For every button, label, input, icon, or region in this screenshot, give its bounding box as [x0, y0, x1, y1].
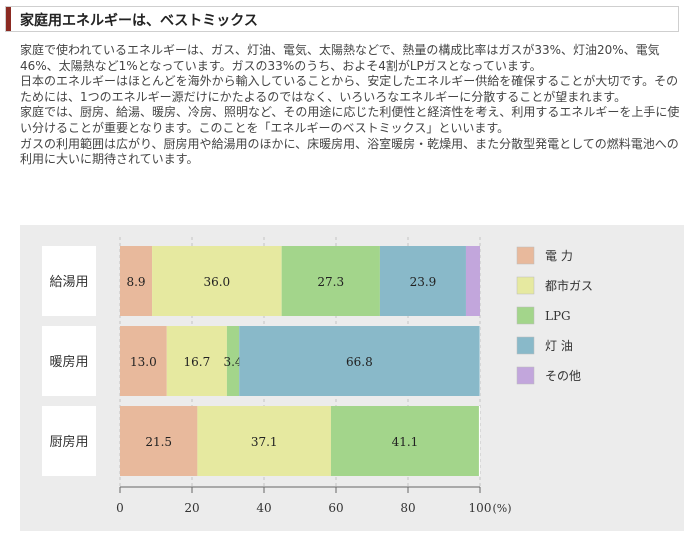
chart-panel: 給湯用 8.9 36.0 27.3 23.9 暖房用 13.0 16.7 3.4 66.8 厨房用 2… [20, 225, 684, 531]
data-label: 23.9 [410, 275, 437, 289]
data-label: 27.3 [317, 275, 344, 289]
category-label: 厨房用 [49, 434, 88, 450]
data-label: 21.5 [145, 435, 172, 449]
category-label: 給湯用 [49, 275, 88, 290]
paragraph: 家庭では、厨房、給湯、暖房、冷房、照明など、その用途に応じた利便性と経済性を考え… [20, 105, 680, 135]
bar-segment [120, 326, 167, 396]
x-tick-label: 80 [400, 501, 415, 515]
bar-segment [281, 246, 380, 316]
body-text: 家庭で使われているエネルギーは、ガス、灯油、電気、太陽熱などで、熱量の構成比率は… [20, 43, 680, 168]
x-tick-label: 60 [328, 501, 343, 515]
bar-segment [465, 246, 480, 316]
x-tick-label: 100 [469, 501, 492, 515]
bar-segment [120, 406, 198, 476]
paragraph: ガスの利用範囲は広がり、厨房用や給湯用のほかに、床暖房用、浴室暖房・乾燥用、また… [20, 136, 679, 167]
data-label: 13.0 [130, 355, 157, 369]
bar-segment [226, 326, 240, 396]
data-label: 36.0 [203, 275, 230, 289]
data-label: 16.7 [184, 355, 211, 369]
bar-segment [239, 326, 480, 396]
legend-swatch [516, 276, 535, 295]
data-label: 8.9 [126, 275, 145, 289]
category-label-box [42, 406, 96, 476]
legend-label: LPG [545, 309, 571, 323]
x-axis-unit: (%) [492, 502, 511, 515]
heading-accent-bar [6, 7, 11, 31]
paragraph: 家庭で使われているエネルギーは、ガス、灯油、電気、太陽熱などで、熱量の構成比率は… [20, 43, 660, 73]
x-tick-label: 0 [116, 501, 124, 515]
legend-swatch [516, 246, 535, 265]
energy-usage-chart: 給湯用 8.9 36.0 27.3 23.9 暖房用 13.0 16.7 3.4 66.8 厨房用 2… [42, 237, 593, 515]
x-tick-label: 20 [184, 501, 199, 515]
bar-segment [152, 246, 282, 316]
legend-swatch [516, 366, 535, 385]
category-label: 暖房用 [49, 354, 88, 370]
bar-segment [120, 246, 153, 316]
paragraph: 日本のエネルギーはほとんどを海外から輸入していることから、安定したエネルギー供給… [20, 74, 679, 104]
legend-swatch [516, 306, 535, 325]
legend-label: 灯 油 [545, 339, 573, 353]
data-label: 66.8 [346, 355, 373, 369]
data-label: 37.1 [251, 435, 278, 449]
bar-segment [379, 246, 466, 316]
legend-swatch [516, 336, 535, 355]
category-label-box [42, 326, 96, 396]
bar-segment [197, 406, 331, 476]
x-tick-label: 40 [256, 501, 271, 515]
legend-label: 都市ガス [545, 278, 593, 293]
category-label-box [42, 246, 96, 316]
bar-segment [166, 326, 227, 396]
data-label: 41.1 [392, 435, 419, 449]
legend-label: 電 力 [545, 249, 573, 263]
page-title: 家庭用エネルギーは、ベストミックス [20, 13, 258, 29]
section-heading: 家庭用エネルギーは、ベストミックス [5, 6, 679, 32]
legend-label: その他 [545, 369, 581, 383]
data-label: 3.4 [223, 355, 242, 369]
bar-segment [330, 406, 479, 476]
